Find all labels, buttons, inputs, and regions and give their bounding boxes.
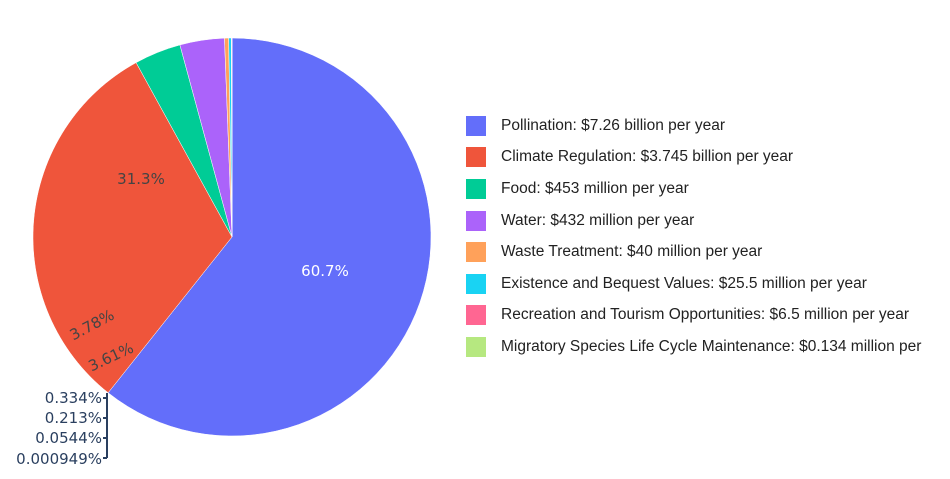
percent-label: 31.3% [117,170,165,188]
legend: Pollination: $7.26 billion per year Clim… [466,110,921,363]
legend-label: Existence and Bequest Values: $25.5 mill… [501,274,867,292]
pie-slice-climate-regulation[interactable] [32,62,233,394]
legend-item-food[interactable]: Food: $453 million per year [466,173,921,205]
legend-label: Water: $432 million per year [501,211,695,229]
legend-item-waste-treatment[interactable]: Waste Treatment: $40 million per year [466,236,921,268]
legend-item-climate-regulation[interactable]: Climate Regulation: $3.745 billion per y… [466,142,921,174]
legend-item-recreation-tourism[interactable]: Recreation and Tourism Opportunities: $6… [466,300,921,332]
legend-swatch [466,273,486,294]
legend-label: Migratory Species Life Cycle Maintenance… [501,337,922,355]
percent-label: 0.213% [45,409,102,427]
legend-swatch [466,210,486,231]
legend-swatch [466,147,486,168]
legend-item-water[interactable]: Water: $432 million per year [466,205,921,237]
legend-item-pollination[interactable]: Pollination: $7.26 billion per year [466,110,921,142]
legend-label: Waste Treatment: $40 million per year [501,243,763,261]
legend-label: Recreation and Tourism Opportunities: $6… [501,306,910,324]
legend-swatch [466,242,486,263]
legend-item-migratory-species[interactable]: Migratory Species Life Cycle Maintenance… [466,331,921,363]
legend-item-existence-bequest[interactable]: Existence and Bequest Values: $25.5 mill… [466,268,921,300]
legend-swatch [466,305,486,326]
percent-label: 0.0544% [35,429,102,447]
legend-label: Food: $453 million per year [501,179,689,197]
percent-label: 0.334% [45,389,102,407]
legend-swatch [466,178,486,199]
legend-label: Climate Regulation: $3.745 billion per y… [501,148,794,166]
legend-swatch [466,115,486,136]
legend-label: Pollination: $7.26 billion per year [501,116,726,134]
percent-label: 0.000949% [16,450,102,468]
legend-swatch [466,336,486,357]
percent-label: 60.7% [301,262,349,280]
pie-slice-pollination[interactable] [107,37,432,437]
